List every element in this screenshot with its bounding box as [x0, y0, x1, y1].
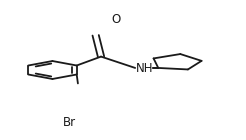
Text: O: O: [111, 13, 120, 26]
Text: NH: NH: [136, 62, 154, 75]
Text: Br: Br: [63, 116, 76, 129]
